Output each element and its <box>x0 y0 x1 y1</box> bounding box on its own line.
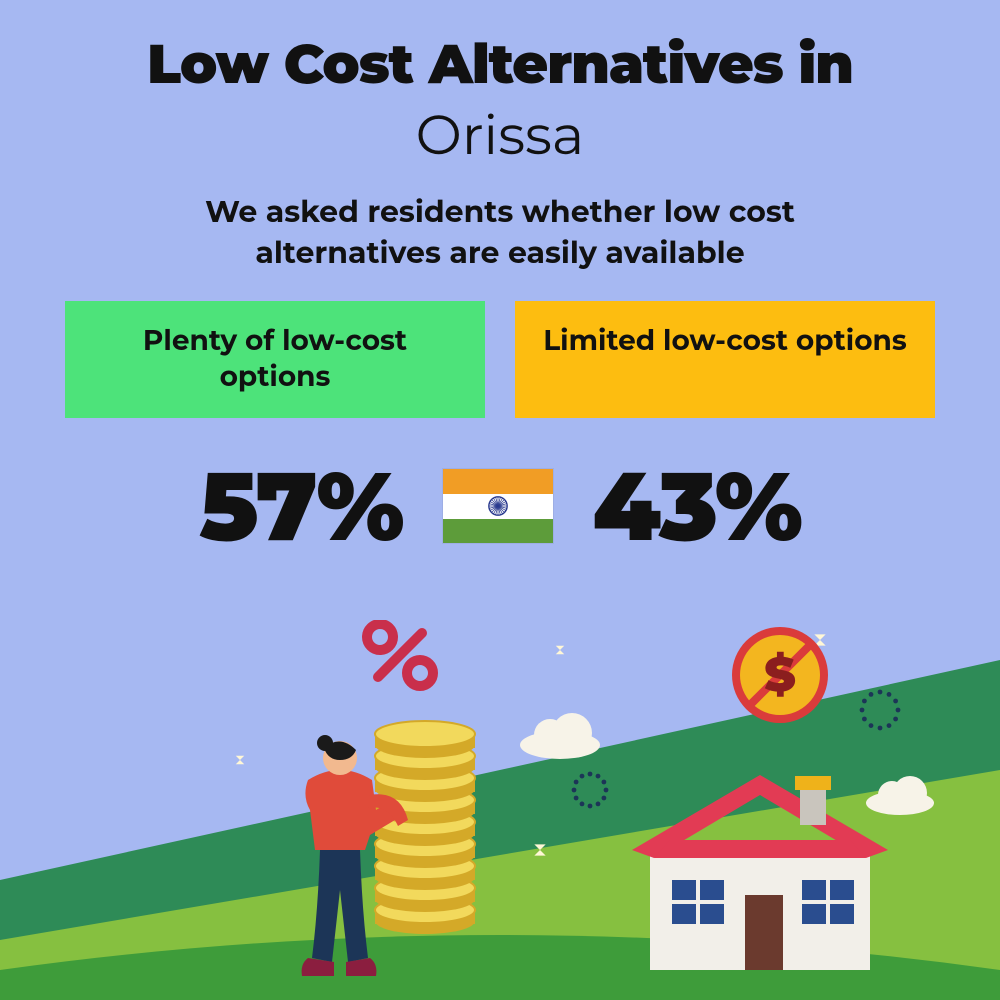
dollar-coin-icon: $ <box>732 627 828 723</box>
title-block: Low Cost Alternatives in Orissa <box>0 0 1000 168</box>
option-limited: Limited low-cost options <box>515 301 935 418</box>
option-boxes: Plenty of low-cost options Limited low-c… <box>0 301 1000 418</box>
infographic-canvas: Low Cost Alternatives in Orissa We asked… <box>0 0 1000 1000</box>
illustration: $ <box>0 620 1000 1000</box>
cloud-icon <box>520 713 600 759</box>
stats-row: 57% 43% <box>0 448 1000 565</box>
flag-green-stripe <box>443 519 553 544</box>
percent-icon <box>367 624 433 686</box>
flag-saffron-stripe <box>443 469 553 494</box>
stat-right: 43% <box>593 448 801 565</box>
option-plenty: Plenty of low-cost options <box>65 301 485 418</box>
coin-stack-icon <box>375 721 475 934</box>
ashoka-chakra-icon <box>487 495 509 517</box>
title-line2: Orissa <box>0 101 1000 168</box>
title-line1: Low Cost Alternatives in <box>0 30 1000 97</box>
subtitle: We asked residents whether low cost alte… <box>120 192 880 273</box>
india-flag-icon <box>443 469 553 543</box>
stat-left: 57% <box>199 448 402 565</box>
svg-text:$: $ <box>764 646 796 704</box>
